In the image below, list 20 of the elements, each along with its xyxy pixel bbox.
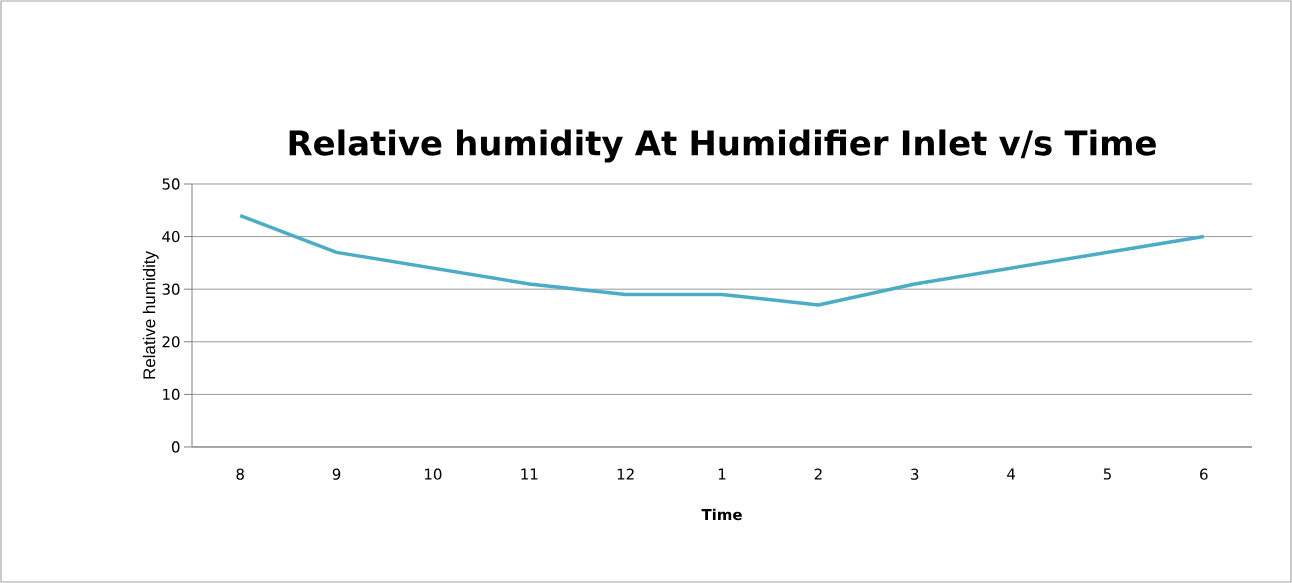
x-tick-label: 6: [1200, 468, 1208, 480]
y-axis-title: Relative humidity: [142, 251, 159, 379]
y-tick-label: 0: [171, 441, 180, 453]
x-tick-label: 5: [1103, 468, 1111, 480]
chart-title: Relative humidity At Humidifier Inlet v/s Time: [289, 129, 1156, 163]
x-tick-label: 2: [814, 468, 822, 480]
x-tick-label: 3: [911, 468, 919, 480]
x-tick-label: 11: [521, 468, 538, 480]
x-tick-label: 10: [425, 468, 442, 480]
y-tick-label: 50: [162, 178, 180, 190]
x-tick-label: 4: [1007, 468, 1016, 480]
y-tick-label: 10: [163, 388, 180, 401]
x-tick-label: 9: [332, 468, 341, 480]
x-tick-label: 1: [718, 468, 726, 480]
y-tick-label: 40: [162, 230, 180, 243]
x-axis-title: Time: [701, 508, 742, 521]
x-tick-label: 8: [236, 468, 244, 480]
x-tick-label: 12: [617, 468, 634, 480]
y-tick-label: 20: [162, 336, 180, 348]
y-tick-label: 30: [162, 283, 180, 295]
